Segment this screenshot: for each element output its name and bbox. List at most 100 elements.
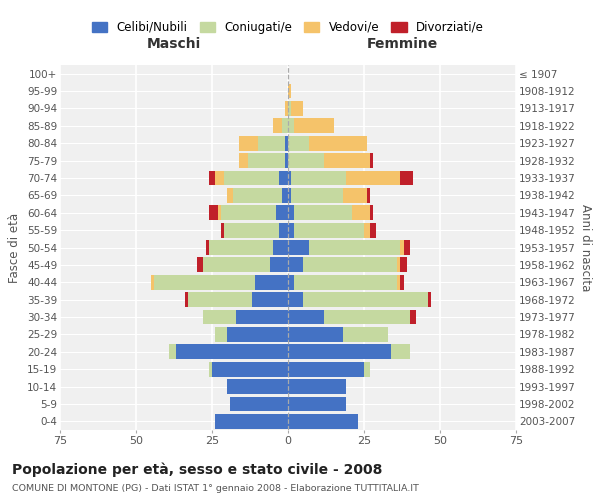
Bar (325, 310, 410, 324)
Bar (151, 275, 154, 289)
Bar (233, 188, 282, 202)
Bar (248, 153, 285, 168)
Bar (294, 118, 334, 133)
Bar (288, 153, 325, 168)
Bar (288, 344, 391, 359)
Bar (400, 258, 407, 272)
Bar (428, 292, 431, 307)
Bar (203, 310, 236, 324)
Bar (215, 170, 224, 186)
Bar (291, 101, 303, 116)
Bar (294, 275, 397, 289)
Bar (288, 292, 303, 307)
Bar (285, 101, 288, 116)
Bar (294, 222, 364, 238)
Bar (288, 222, 294, 238)
Bar (270, 258, 288, 272)
Bar (154, 275, 254, 289)
Bar (288, 101, 291, 116)
Bar (343, 327, 388, 342)
Bar (367, 188, 370, 202)
Bar (370, 206, 373, 220)
Bar (239, 136, 257, 150)
Bar (221, 222, 224, 238)
Y-axis label: Fasce di età: Fasce di età (8, 212, 22, 282)
Bar (288, 136, 309, 150)
Bar (288, 327, 343, 342)
Bar (309, 240, 400, 255)
Bar (288, 379, 346, 394)
Bar (227, 188, 233, 202)
Text: Popolazione per età, sesso e stato civile - 2008: Popolazione per età, sesso e stato civil… (12, 462, 382, 477)
Bar (391, 344, 410, 359)
Bar (209, 362, 212, 376)
Bar (288, 206, 294, 220)
Bar (221, 206, 276, 220)
Bar (197, 258, 203, 272)
Bar (285, 153, 288, 168)
Bar (209, 206, 218, 220)
Bar (309, 136, 367, 150)
Bar (176, 344, 288, 359)
Bar (212, 362, 288, 376)
Bar (215, 327, 227, 342)
Text: COMUNE DI MONTONE (PG) - Dati ISTAT 1° gennaio 2008 - Elaborazione TUTTITALIA.IT: COMUNE DI MONTONE (PG) - Dati ISTAT 1° g… (12, 484, 419, 493)
Bar (288, 414, 358, 428)
Bar (188, 292, 251, 307)
Bar (288, 275, 294, 289)
Bar (206, 240, 209, 255)
Bar (273, 118, 282, 133)
Text: Maschi: Maschi (147, 37, 201, 51)
Bar (397, 275, 400, 289)
Bar (218, 206, 221, 220)
Bar (227, 327, 288, 342)
Bar (288, 310, 325, 324)
Bar (227, 379, 288, 394)
Bar (282, 118, 288, 133)
Bar (325, 153, 370, 168)
Bar (169, 344, 176, 359)
Bar (279, 170, 288, 186)
Bar (230, 396, 288, 411)
Bar (364, 362, 370, 376)
Bar (303, 292, 428, 307)
Bar (282, 188, 288, 202)
Bar (288, 396, 346, 411)
Bar (303, 258, 397, 272)
Bar (251, 292, 288, 307)
Bar (288, 362, 364, 376)
Bar (400, 170, 413, 186)
Bar (288, 240, 309, 255)
Bar (273, 240, 288, 255)
Text: Femmine: Femmine (367, 37, 437, 51)
Bar (215, 414, 288, 428)
Bar (370, 222, 376, 238)
Bar (288, 118, 294, 133)
Bar (224, 170, 279, 186)
Bar (236, 310, 288, 324)
Bar (254, 275, 288, 289)
Bar (285, 136, 288, 150)
Bar (404, 240, 410, 255)
Bar (239, 153, 248, 168)
Bar (288, 258, 303, 272)
Bar (294, 206, 352, 220)
Bar (203, 258, 270, 272)
Bar (400, 275, 404, 289)
Bar (400, 240, 404, 255)
Bar (288, 170, 291, 186)
Bar (291, 170, 346, 186)
Bar (276, 206, 288, 220)
Bar (257, 136, 285, 150)
Bar (364, 222, 370, 238)
Legend: Celibi/Nubili, Coniugati/e, Vedovi/e, Divorziati/e: Celibi/Nubili, Coniugati/e, Vedovi/e, Di… (87, 16, 489, 38)
Bar (397, 258, 400, 272)
Y-axis label: Anni di nascita: Anni di nascita (579, 204, 592, 291)
Bar (279, 222, 288, 238)
Bar (343, 188, 367, 202)
Bar (209, 240, 273, 255)
Bar (224, 222, 279, 238)
Bar (288, 188, 291, 202)
Bar (410, 310, 416, 324)
Bar (346, 170, 400, 186)
